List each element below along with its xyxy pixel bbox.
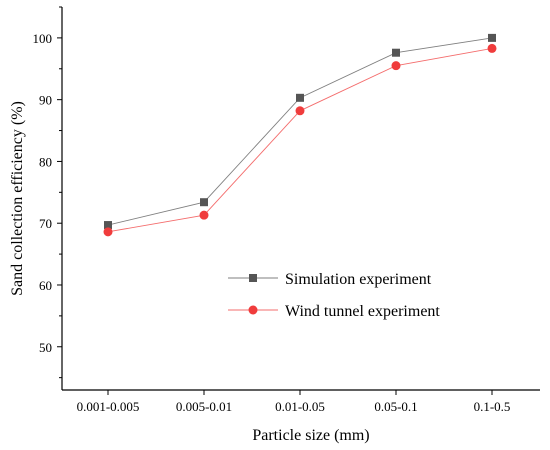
y-tick-label: 50 [39,340,52,355]
data-point [199,210,209,220]
legend: Simulation experiment Wind tunnel experim… [228,271,440,320]
data-point [487,43,497,53]
legend-label: Simulation experiment [285,271,432,288]
data-point [200,198,208,207]
series-line [107,37,493,226]
data-point [104,221,112,230]
series-line [107,47,493,233]
legend-swatch-marker [249,274,257,282]
data-point [296,93,304,102]
axes [61,7,540,391]
series-layer [103,33,497,237]
series-wind-tunnel [103,43,497,237]
x-tick-label: 0.1-0.5 [474,399,511,414]
x-tick-label: 0.05-0.1 [374,399,417,414]
y-tick-label: 90 [39,93,52,108]
data-point [295,106,305,116]
legend-label: Wind tunnel experiment [285,303,440,320]
x-tick-label: 0.01-0.05 [275,399,325,414]
x-axis-ticks: 0.001-0.005 0.005-0.01 0.01-0.05 0.05-0.1 0.… [77,390,511,414]
data-point [103,227,113,237]
series-simulation [104,33,496,230]
data-point [392,48,400,57]
y-tick-label: 60 [39,278,52,293]
y-tick-label: 80 [39,154,52,169]
x-tick-label: 0.001-0.005 [77,399,140,414]
y-tick-label: 100 [33,31,53,46]
legend-item: Wind tunnel experiment [228,303,440,320]
data-point [488,33,496,42]
legend-swatch-marker [248,305,258,315]
legend-item: Simulation experiment [228,271,432,288]
y-axis-title: Sand collection efficiency (%) [9,101,26,296]
x-axis-title: Particle size (mm) [252,427,369,444]
y-tick-label: 70 [39,216,52,231]
y-axis-ticks: 50 60 70 80 90 100 [33,6,62,379]
data-point [391,61,401,71]
x-tick-label: 0.005-0.01 [176,399,232,414]
